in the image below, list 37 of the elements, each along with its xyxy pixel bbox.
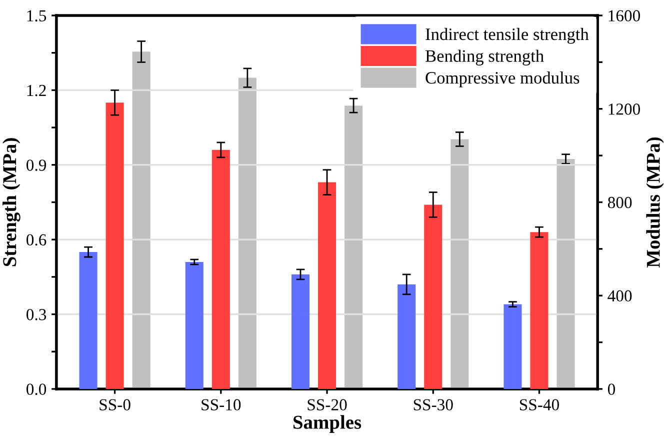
- bar: [504, 304, 522, 389]
- y-tick-label: 0.3: [26, 308, 46, 320]
- bar: [106, 102, 124, 389]
- x-axis-title: Samples: [293, 415, 362, 433]
- bar: [212, 150, 230, 389]
- bar: [556, 159, 575, 389]
- bar: [132, 52, 150, 389]
- bar: [238, 78, 256, 389]
- y-tick-label: 0.6: [26, 234, 46, 246]
- x-tick-label: SS-30: [414, 399, 453, 410]
- y-tick-label: 1.5: [27, 10, 46, 22]
- bar: [291, 274, 310, 389]
- y-tick-label: 1.2: [27, 84, 46, 96]
- legend-label: Bending strength: [426, 50, 544, 66]
- x-tick-label: SS-0: [100, 399, 130, 410]
- bar: [398, 284, 416, 389]
- x-tick-label: SS-40: [520, 399, 559, 410]
- legend-label: Compressive modulus: [426, 71, 580, 88]
- y2-tick-label: 1600: [608, 10, 640, 22]
- y2-tick-label: 800: [608, 196, 632, 208]
- y-tick-label: 0.0: [26, 384, 46, 395]
- bar: [530, 232, 548, 389]
- bar: [185, 262, 204, 389]
- x-tick-label: SS-20: [308, 399, 347, 410]
- y2-axis-title: Modulus (MPa): [646, 137, 664, 268]
- bar: [79, 252, 98, 389]
- bar: [424, 204, 442, 389]
- legend-label: Indirect tensile strength: [426, 28, 589, 44]
- y2-tick-label: 400: [608, 290, 632, 302]
- bar: [318, 182, 336, 389]
- bar: [344, 106, 363, 389]
- y-axis-title: Strength (MPa): [2, 138, 20, 266]
- bar: [450, 139, 469, 389]
- y2-tick-label: 1200: [608, 104, 640, 115]
- x-tick-label: SS-10: [202, 399, 241, 410]
- y-tick-label: 0.9: [26, 160, 46, 171]
- y2-tick-label: 0: [608, 384, 616, 395]
